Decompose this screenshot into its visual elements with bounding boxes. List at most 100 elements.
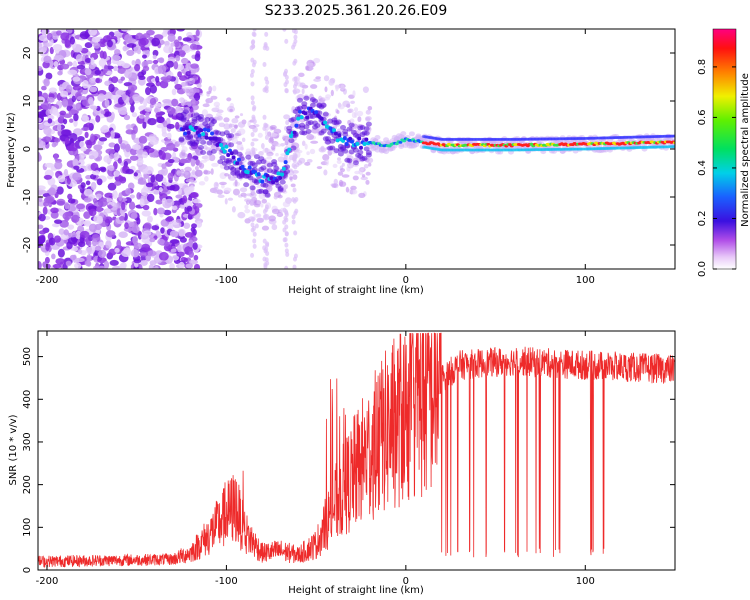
noise-blob [342,100,351,108]
noise-blob [141,210,152,217]
noise-blob [244,208,251,214]
streak-blob [250,81,255,87]
x-tick-label: -100 [215,275,238,286]
noise-blob [304,143,308,150]
noise-blob [268,215,276,222]
noise-blob [306,151,310,156]
signal-halo [217,136,224,142]
noise-blob [189,192,199,199]
streak-blob [251,106,256,112]
noise-blob [107,204,112,209]
noise-blob [52,223,60,228]
noise-blob [208,86,213,93]
streak-blob [292,89,297,95]
signal-core [323,120,328,125]
noise-blob [169,239,180,244]
noise-blob [136,157,144,166]
noise-blob [152,54,157,60]
streak-blob [251,209,256,215]
noise-blob [337,171,344,176]
noise-blob [73,113,79,122]
noise-blob [90,133,95,142]
noise-blob [243,194,247,199]
signal-halo [182,109,189,115]
noise-blob [87,36,94,41]
noise-blob [158,151,166,160]
noise-blob [237,211,246,219]
noise-blob [176,29,185,32]
y-tick-label: 300 [22,432,33,451]
noise-blob [179,237,187,243]
noise-blob [145,182,154,188]
signal-core [276,171,281,176]
noise-blob [119,263,126,269]
noise-blob [254,199,262,206]
noise-blob [97,38,108,48]
noise-blob [143,222,152,229]
signal-core [350,139,355,144]
signal-core [220,146,225,151]
noise-blob [181,143,185,148]
noise-blob [158,187,163,193]
noise-blob [182,195,188,204]
signal-halo [314,123,321,129]
noise-blob [276,143,282,148]
noise-blob [98,137,108,142]
noise-blob [336,157,341,161]
signal-core [197,133,202,138]
noise-blob [316,166,323,170]
noise-blob [82,79,89,89]
x-tick-label: 100 [576,275,595,286]
noise-blob [146,193,155,203]
noise-blob [162,177,167,185]
y-tick-label: -10 [22,189,33,205]
signal-halo [260,165,267,171]
noise-blob [81,127,90,132]
streak-blob [262,62,267,68]
streak-blob [293,81,298,87]
noise-blob [67,193,73,200]
noise-blob [125,168,134,175]
noise-blob [194,166,199,171]
noise-blob [79,31,90,40]
noise-blob [190,179,197,184]
noise-blob [341,174,350,178]
signal-core [289,134,294,139]
signal-core [193,125,198,130]
noise-blob [223,187,232,193]
noise-blob [92,197,98,204]
noise-blob [261,142,265,150]
noise-blob [271,208,280,215]
signal-core [201,132,206,137]
signal-halo [225,157,232,163]
noise-blob [267,131,272,137]
noise-blob [365,116,372,121]
noise-blob [120,143,127,150]
noise-blob [228,176,236,181]
noise-blob [90,181,97,191]
noise-blob [80,182,86,189]
noise-blob [89,63,96,70]
streak-blob [282,207,287,213]
signal-halo [204,116,211,122]
signal-halo [262,182,269,188]
noise-blob [229,123,235,128]
noise-blob [156,207,166,215]
noise-blob [338,104,345,110]
noise-blob [254,223,259,229]
noise-blob [113,134,121,139]
snr-x-axis-label: Height of straight line (km) [288,585,424,596]
noise-blob [45,109,50,116]
noise-blob [105,240,112,249]
noise-blob [104,92,113,101]
noise-blob [49,46,54,55]
noise-blob [65,260,72,267]
noise-blob [52,263,62,269]
noise-blob [167,172,174,181]
noise-blob [77,249,83,255]
noise-blob [114,180,122,186]
streak-blob [264,135,269,141]
noise-blob [273,128,282,134]
noise-blob [188,239,194,248]
noise-blob [93,144,103,151]
